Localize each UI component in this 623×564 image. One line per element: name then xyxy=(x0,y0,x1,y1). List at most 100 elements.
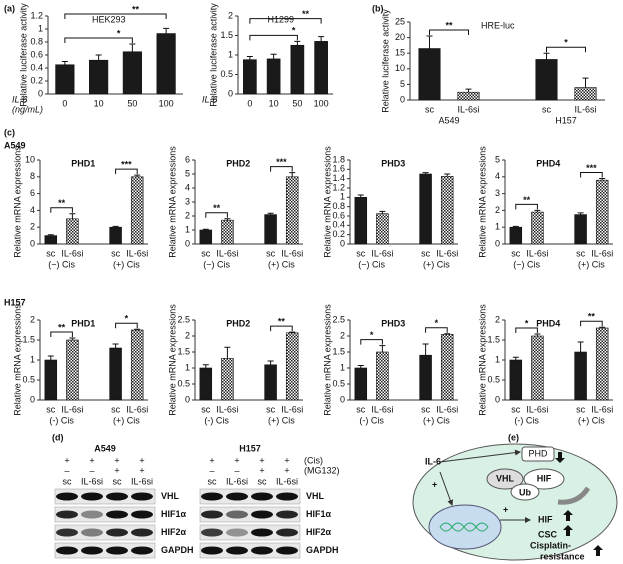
error-bar xyxy=(512,356,519,360)
error-bar xyxy=(599,326,606,328)
significance-label: *** xyxy=(121,159,132,169)
y-tick-label: 0 xyxy=(495,394,500,404)
diagram-label: VHL xyxy=(496,473,515,483)
significance-bracket xyxy=(515,327,538,333)
nucleus xyxy=(428,504,502,550)
y-axis-label: Relative luciferase activity xyxy=(18,3,28,107)
error-bar xyxy=(426,35,433,49)
bar xyxy=(531,335,544,401)
x-tick-label: sc xyxy=(425,104,435,114)
bar xyxy=(354,197,368,245)
x-tick-label: IL-6si xyxy=(126,404,148,414)
significance-bracket xyxy=(515,203,538,210)
blot-cell-label: H157 xyxy=(239,443,261,453)
up-arrow xyxy=(563,525,573,536)
x-tick-label: sc xyxy=(576,248,586,258)
blot-band xyxy=(201,546,223,555)
y-axis-label: Relative mRNA expressions xyxy=(477,146,487,258)
blot-band xyxy=(56,528,78,537)
x-tick-label: IL-6si xyxy=(371,404,393,414)
error-bar xyxy=(599,177,606,181)
bar xyxy=(574,351,587,401)
y-axis-label: Relative mRNA expressions xyxy=(167,304,177,416)
y-tick-label: 0.8 xyxy=(30,36,43,46)
y-tick-label: 6 xyxy=(185,154,190,164)
dna xyxy=(439,522,489,532)
significance-bracket xyxy=(50,207,73,213)
significance-bracket xyxy=(580,320,603,327)
y-tick-label: 1.5 xyxy=(177,346,190,356)
y-tick-label: 0.4 xyxy=(30,62,43,72)
y-tick-label: 0.6 xyxy=(30,49,43,59)
bar xyxy=(55,64,75,95)
chart-title: PHD1 xyxy=(71,318,95,328)
x-tick-label: IL-6si xyxy=(436,404,458,414)
y-tick-label: 0.5 xyxy=(332,378,345,388)
blot-band xyxy=(251,510,273,519)
x-tick-label: IL-6si xyxy=(436,248,458,258)
bar xyxy=(109,347,122,401)
y-tick-label: 5 xyxy=(185,168,190,178)
phd-box xyxy=(521,446,555,462)
blot-band xyxy=(56,546,78,555)
y-tick-label: 0.2 xyxy=(332,229,345,239)
blot-band xyxy=(131,546,153,555)
significance-bracket xyxy=(64,37,133,43)
y-tick-label: 2 xyxy=(185,330,190,340)
bar xyxy=(509,226,523,245)
y-tick-label: 0 xyxy=(38,88,43,98)
significance-bracket xyxy=(205,212,228,218)
error-bar xyxy=(379,345,386,352)
group-label: (−) Cis xyxy=(513,259,540,269)
significance-label: * xyxy=(292,26,296,36)
y-axis-label: Relative luciferase activity xyxy=(380,9,390,113)
significance-label: ** xyxy=(213,203,221,213)
treatment-mark: – xyxy=(209,465,214,475)
y-tick-label: 2.5 xyxy=(177,314,190,324)
x-tick-label: sc xyxy=(542,104,552,114)
bar xyxy=(531,211,544,245)
blot-band xyxy=(81,492,103,501)
group-label: A549 xyxy=(438,115,459,125)
error-bar xyxy=(134,328,141,330)
x-tick-label: sc xyxy=(266,248,276,258)
group-label: (-) Cis xyxy=(359,415,384,425)
error-bar xyxy=(577,212,584,215)
y-tick-label: 3 xyxy=(495,188,500,198)
chart-title: PHD3 xyxy=(381,158,405,168)
error-bar xyxy=(543,52,550,60)
vhl-shape xyxy=(486,468,524,490)
blot-band xyxy=(226,510,248,519)
treatment-mark: + xyxy=(64,455,69,465)
lane-label: sc xyxy=(63,476,73,486)
treatment-mark: + xyxy=(89,455,94,465)
y-tick-label: 0 xyxy=(30,238,35,248)
error-bar xyxy=(577,341,584,352)
x-tick-label: sc xyxy=(201,248,211,258)
diagram-label: HIF xyxy=(537,473,552,483)
bar xyxy=(156,33,176,95)
arrow xyxy=(557,486,591,505)
y-tick-label: 1.5 xyxy=(220,30,233,40)
significance-label: ** xyxy=(132,4,140,14)
y-axis-label: Relative luciferase activity xyxy=(208,3,218,107)
diagram-label: resistance xyxy=(540,551,585,561)
lane-label: sc xyxy=(208,476,218,486)
error-bar xyxy=(69,337,76,340)
y-tick-label: 0.5 xyxy=(22,374,35,384)
protein-label: HIF1α xyxy=(161,509,187,519)
bar xyxy=(66,339,79,401)
y-tick-label: 0.5 xyxy=(177,378,190,388)
significance-label: ** xyxy=(588,312,596,322)
error-bar xyxy=(422,172,429,174)
group-label: (+) Cis xyxy=(113,259,140,269)
bar xyxy=(419,354,432,401)
blot-cell-label: A549 xyxy=(94,443,116,453)
panel-label: (b) xyxy=(372,3,384,13)
bar xyxy=(66,218,79,245)
blot-band xyxy=(201,528,223,537)
blot xyxy=(199,542,301,559)
bar xyxy=(266,58,281,95)
x-tick-label: sc xyxy=(356,404,366,414)
